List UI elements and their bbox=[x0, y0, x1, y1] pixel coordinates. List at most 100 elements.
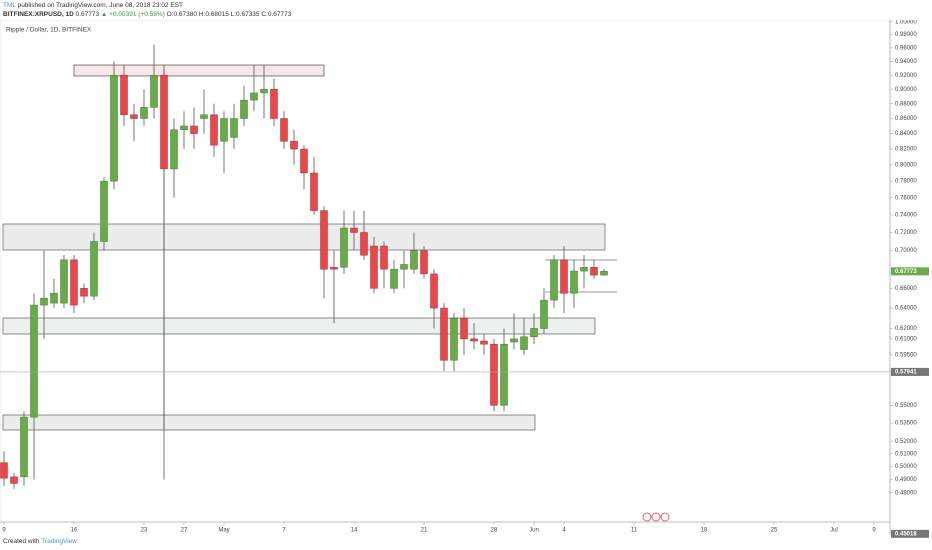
candle-body bbox=[170, 129, 178, 170]
candle-body bbox=[430, 273, 438, 309]
x-tick-label: 9 bbox=[872, 528, 876, 534]
y-tick-label: 0.78000 bbox=[895, 179, 917, 185]
candle-body bbox=[450, 317, 458, 361]
candle-body bbox=[460, 317, 468, 340]
footer: Created with TradingView bbox=[3, 538, 77, 545]
candle-body bbox=[560, 259, 568, 294]
candle-body bbox=[20, 416, 28, 478]
y-tick-label: 0.92000 bbox=[895, 73, 917, 79]
symbol: BITFINEX:XRPUSD, 1D bbox=[3, 11, 74, 18]
candle-body bbox=[120, 74, 128, 116]
candle-body bbox=[280, 118, 288, 142]
candle-body bbox=[200, 114, 208, 119]
x-tick-label: 18 bbox=[701, 528, 708, 534]
y-tick-label: 0.70000 bbox=[895, 248, 917, 254]
candle-body bbox=[210, 114, 218, 146]
x-tick-label: May bbox=[218, 528, 229, 534]
publish-line: TML published on TradingView.com, June 0… bbox=[3, 2, 183, 9]
candle-body bbox=[390, 268, 398, 289]
candle-body bbox=[310, 172, 318, 211]
candle-body bbox=[540, 299, 548, 329]
candle-body bbox=[100, 180, 108, 242]
candle-body bbox=[440, 307, 448, 361]
y-tick-label: 0.62000 bbox=[895, 326, 917, 332]
y-tick-label: 0.51000 bbox=[895, 451, 917, 457]
x-tick-label: 21 bbox=[421, 528, 428, 534]
x-tick-label: 23 bbox=[141, 528, 148, 534]
icon[interactable] bbox=[642, 512, 652, 522]
candle-body bbox=[330, 267, 338, 270]
candle-body bbox=[10, 476, 18, 484]
candle-body bbox=[180, 125, 188, 131]
icon[interactable] bbox=[660, 512, 670, 522]
price-label-bg bbox=[891, 529, 929, 538]
candle-body bbox=[580, 267, 588, 272]
candle-body bbox=[250, 92, 258, 101]
high: H:0.68015 bbox=[198, 11, 229, 18]
y-tick-label: 0.72000 bbox=[895, 230, 917, 236]
candle-body bbox=[260, 89, 268, 94]
chart: Ripple / Dollar, 1D, BITFINEX 1.00000 0.9… bbox=[0, 20, 929, 538]
last: 0.67773 bbox=[75, 11, 100, 18]
published: published on TradingView.com, June 08, 2… bbox=[17, 2, 183, 9]
price-label-bg bbox=[891, 267, 929, 276]
created: Created with bbox=[3, 538, 40, 545]
x-tick-label: 7 bbox=[282, 528, 286, 534]
y-tick-label: 1.00000 bbox=[895, 20, 917, 25]
y-tick-label: 0.96000 bbox=[895, 45, 917, 51]
candle-body bbox=[400, 264, 408, 270]
candle-body bbox=[550, 259, 558, 301]
candle-body bbox=[240, 99, 248, 119]
candle-body bbox=[160, 74, 168, 170]
zone bbox=[2, 414, 536, 431]
candle-body bbox=[320, 210, 328, 270]
y-tick-label: 0.53500 bbox=[895, 421, 917, 427]
candle-body bbox=[360, 232, 368, 256]
plot-frame bbox=[0, 20, 891, 523]
candle-body bbox=[220, 118, 228, 142]
y-tick-label: 0.74000 bbox=[895, 213, 917, 219]
candle-body bbox=[150, 74, 158, 108]
open: O:0.67380 bbox=[166, 11, 197, 18]
y-tick-label: 0.59500 bbox=[895, 352, 917, 358]
y-tick-label: 0.94000 bbox=[895, 59, 917, 65]
candle-body bbox=[340, 227, 348, 268]
author[interactable]: TML bbox=[3, 2, 16, 9]
brand[interactable]: TradingView bbox=[41, 538, 77, 545]
price-label-bg bbox=[891, 367, 929, 376]
change: ▲ +0.00391 (+0.58%) bbox=[100, 11, 165, 18]
candle-body bbox=[40, 297, 48, 306]
x-tick-label: 28 bbox=[491, 528, 498, 534]
x-tick-label: 25 bbox=[771, 528, 778, 534]
zone bbox=[2, 317, 596, 335]
y-tick-label: 0.50000 bbox=[895, 464, 917, 470]
y-tick-label: 0.55000 bbox=[895, 403, 917, 409]
candle-body bbox=[410, 250, 418, 270]
candle-body bbox=[500, 343, 508, 406]
chart-title: Ripple / Dollar, 1D, BITFINEX bbox=[6, 27, 92, 34]
icon[interactable] bbox=[651, 512, 661, 522]
candle-body bbox=[470, 338, 478, 342]
x-tick-label: Jun bbox=[529, 528, 539, 534]
zone bbox=[73, 64, 325, 77]
candle-body bbox=[290, 141, 298, 150]
y-tick-label: 0.66000 bbox=[895, 286, 917, 292]
x-tick-label: 9 bbox=[2, 528, 6, 534]
candle-body bbox=[60, 259, 68, 304]
candle-body bbox=[140, 107, 148, 119]
x-tick-label: 16 bbox=[71, 528, 78, 534]
candle-body bbox=[350, 227, 358, 233]
candle-body bbox=[300, 148, 308, 174]
event-icons bbox=[642, 512, 670, 522]
x-tick-label: 4 bbox=[562, 528, 566, 534]
x-tick-label: 14 bbox=[351, 528, 358, 534]
price-label: 0.67773 bbox=[895, 269, 917, 275]
low: L:0.67335 bbox=[230, 11, 260, 18]
candle-body bbox=[480, 340, 488, 345]
candle-body bbox=[380, 245, 388, 270]
x-tick-label: Jul bbox=[830, 528, 838, 534]
x-tick-label: 27 bbox=[181, 528, 188, 534]
y-tick-label: 0.49000 bbox=[895, 477, 917, 483]
candle-body bbox=[190, 125, 198, 134]
